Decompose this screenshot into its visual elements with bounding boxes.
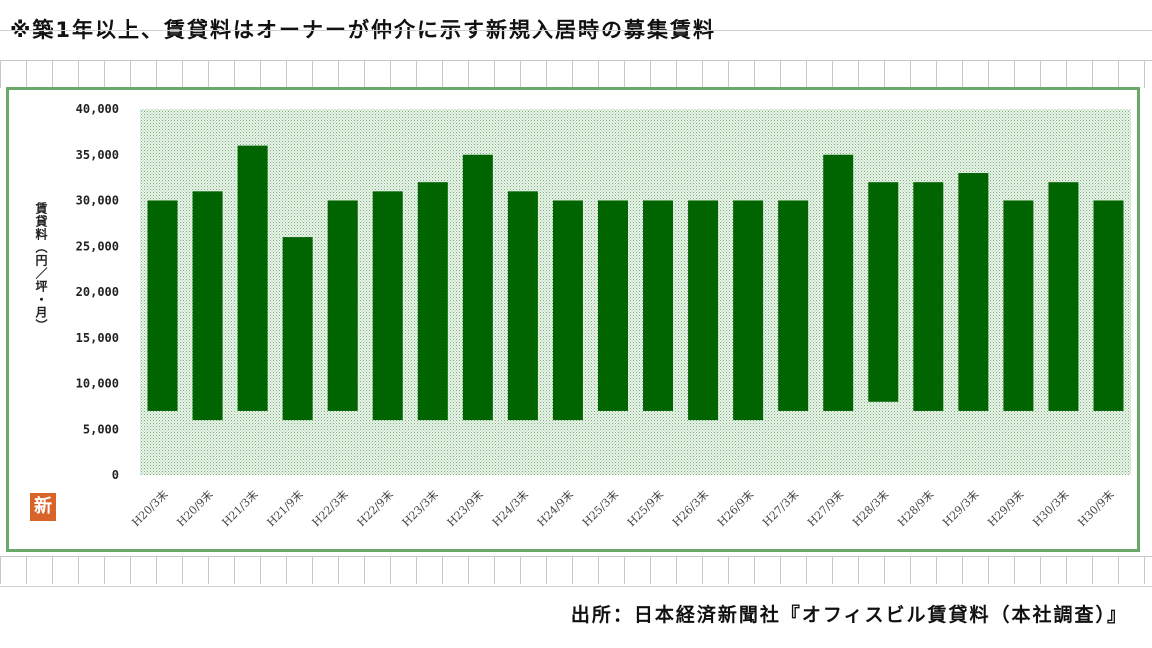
y-axis-label: 賃貸料（円／坪・月） — [34, 201, 48, 332]
y-tick-label: 30,000 — [76, 194, 119, 208]
bar — [688, 200, 719, 421]
x-tick-label: H20/3末 — [129, 487, 171, 529]
bar — [1048, 182, 1079, 411]
source-caption: 出所：日本経済新聞社『オフィスビル賃貸料（本社調査）』 — [570, 604, 1128, 626]
bar — [643, 200, 674, 411]
x-tick-label: H29/3末 — [940, 487, 982, 529]
bar — [462, 154, 493, 421]
y-tick-label: 0 — [112, 468, 119, 482]
x-tick-label: H30/9末 — [1075, 487, 1117, 529]
x-tick-label: H22/3末 — [309, 487, 351, 529]
bar — [327, 200, 358, 411]
bar — [1093, 200, 1124, 411]
x-tick-label: H24/3末 — [489, 487, 531, 529]
x-tick-label: H24/9末 — [534, 487, 576, 529]
bar-chart: 0 5,000 10,000 15,000 20,000 25,000 30,000 35,0… — [34, 102, 1131, 529]
grid-strip-top — [0, 60, 1152, 88]
bar — [417, 182, 448, 421]
bar — [868, 182, 899, 402]
divider-line — [0, 30, 1152, 31]
x-tick-label: H28/9末 — [894, 487, 936, 529]
x-tick-label: H26/3末 — [669, 487, 711, 529]
x-tick-label: H30/3末 — [1030, 487, 1072, 529]
bar — [597, 200, 628, 411]
y-tick-label: 20,000 — [76, 285, 119, 299]
bar — [282, 237, 313, 421]
bar — [823, 154, 854, 411]
x-tick-label: H20/9末 — [174, 487, 216, 529]
bar — [958, 173, 989, 411]
x-tick-label: H26/9末 — [714, 487, 756, 529]
bar — [372, 191, 403, 421]
y-tick-label: 10,000 — [76, 377, 119, 391]
y-tick-label: 5,000 — [83, 422, 119, 436]
bar — [913, 182, 944, 411]
bar — [1003, 200, 1034, 411]
x-tick-label: H29/9末 — [985, 487, 1027, 529]
x-tick-label: H21/3末 — [219, 487, 261, 529]
y-tick-label: 35,000 — [76, 148, 119, 162]
divider-line — [0, 586, 1152, 587]
x-tick-label: H27/3末 — [759, 487, 801, 529]
bar — [237, 145, 268, 411]
y-tick-label: 40,000 — [76, 102, 119, 116]
y-tick-label: 15,000 — [76, 331, 119, 345]
x-tick-label: H25/9末 — [624, 487, 666, 529]
x-tick-label: H21/9末 — [264, 487, 306, 529]
chart-frame: 0 5,000 10,000 15,000 20,000 25,000 30,000 35,0… — [6, 87, 1140, 552]
x-tick-label: H23/3末 — [399, 487, 441, 529]
x-tick-label: H23/9末 — [444, 487, 486, 529]
bar — [147, 200, 178, 411]
bar — [778, 200, 809, 411]
x-tick-label: H27/9末 — [804, 487, 846, 529]
newspaper-logo-icon: 新 — [30, 493, 56, 521]
bar — [552, 200, 583, 421]
y-tick-label: 25,000 — [76, 239, 119, 253]
x-tick-label: H22/9末 — [354, 487, 396, 529]
bar — [507, 191, 538, 421]
bar — [733, 200, 764, 421]
x-tick-label: H28/3末 — [849, 487, 891, 529]
x-tick-label: H25/3末 — [579, 487, 621, 529]
grid-strip-bottom — [0, 556, 1152, 584]
bar — [192, 191, 223, 421]
